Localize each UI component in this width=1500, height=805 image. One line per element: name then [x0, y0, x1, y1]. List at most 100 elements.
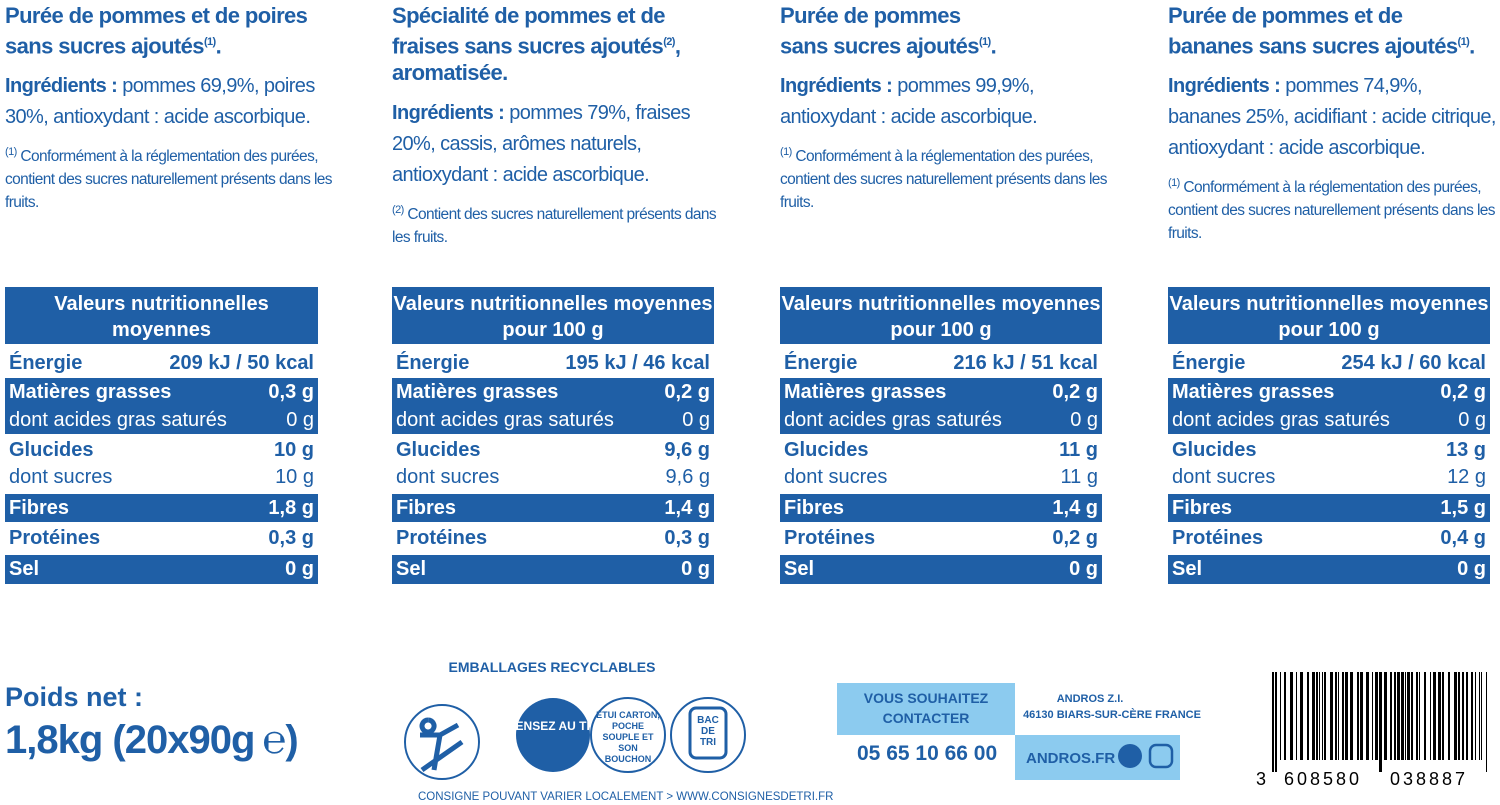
title-line: sans sucres ajoutés	[5, 33, 205, 59]
footnote-text: Conformément à la réglementation des pur…	[1168, 179, 1496, 243]
nutrition-row: Protéines 0,2 g	[780, 524, 1102, 552]
nutrient-value: 9,6 g	[665, 466, 710, 488]
nutrient-label: Matières grasses	[396, 380, 559, 403]
footnote-marker: (1)	[780, 146, 792, 159]
nutrient-value: 0 g	[1070, 408, 1098, 431]
nutrition-row: Glucides 9,6 g	[392, 436, 714, 464]
barcode-bar	[1345, 672, 1348, 760]
footnote-marker: (2)	[392, 204, 404, 217]
barcode-bar	[1330, 672, 1333, 760]
barcode-bar	[1401, 672, 1404, 760]
barcode-bar	[1424, 672, 1426, 760]
barcode-bar	[1360, 672, 1363, 760]
items-icon	[590, 697, 666, 773]
title-end: .	[1469, 33, 1475, 59]
nutrient-value: 209 kJ / 50 kcal	[169, 352, 314, 374]
title-line: Spécialité de pommes et de	[392, 3, 666, 28]
nutrition-row: Protéines 0,3 g	[392, 524, 714, 552]
nutrition-row: dont acides gras saturés 0 g	[780, 406, 1102, 434]
nutrient-value: 0 g	[682, 408, 710, 431]
ingredients: Ingrédients : pommes 79%, fraises 20%, c…	[392, 98, 722, 191]
barcode-bar	[1471, 672, 1473, 760]
barcode-bar	[1448, 672, 1450, 760]
title-end: .	[990, 33, 997, 59]
nutrient-label: Protéines	[1172, 526, 1264, 549]
nutrient-label: dont sucres	[396, 466, 500, 488]
nutrient-label: dont sucres	[9, 466, 113, 488]
items-box: ÉTUI CARTON, POCHE SOUPLE ET SON BOUCHON	[596, 710, 660, 764]
header-subtitle: pour 100 g	[110, 345, 213, 367]
net-weight-label: Poids net :	[5, 682, 144, 712]
barcode-bar	[1397, 672, 1400, 760]
footnote-ref: (1)	[203, 36, 216, 48]
product-column: Purée de pommes sans sucres ajoutés(1). In…	[780, 2, 1110, 214]
nutrient-label: Glucides	[9, 438, 94, 461]
barcode-bar	[1366, 672, 1369, 760]
footnote-text: Conformément à la réglementation des pur…	[5, 148, 333, 212]
nutrition-table: Valeurs nutritionnelles moyennes pour 100…	[780, 287, 1102, 585]
website-box	[1015, 735, 1180, 780]
nutrient-label: Fibres	[9, 496, 70, 519]
nutrition-row: Glucides 11 g	[780, 436, 1102, 464]
title-line: Purée de pommes et de poires	[5, 3, 308, 28]
nutrient-value: 0,2 g	[1440, 380, 1486, 403]
barcode-bar	[1405, 672, 1406, 760]
nutrient-label: Sel	[1172, 558, 1203, 580]
barcode-bar	[1335, 672, 1337, 760]
nutrition-row: dont sucres 11 g	[780, 464, 1102, 491]
instagram-icon	[1148, 743, 1174, 769]
header-title: Valeurs nutritionnelles moyennes	[1169, 293, 1489, 315]
barcode-bar	[1481, 672, 1482, 760]
barcode-bar	[1458, 672, 1460, 760]
nutrition-row: Glucides 13 g	[1168, 436, 1490, 464]
product-title: Spécialité de pommes et de fraises sans s…	[392, 2, 722, 86]
bin-text: BAC DE TRI	[697, 715, 719, 748]
header-title: Valeurs nutritionnelles moyennes	[393, 293, 713, 315]
nutrient-value: 13 g	[1445, 438, 1486, 461]
nutrient-value: 0,3 g	[268, 380, 314, 403]
contact-question: VOUS SOUHAITEZ CONTACTER ANDROS ?	[863, 690, 989, 732]
footnote: (1) Conformément à la réglementation des…	[780, 141, 1110, 214]
barcode-digit: 3	[1256, 769, 1266, 789]
nutrient-label: Sel	[9, 558, 40, 580]
nutrient-label: Matières grasses	[784, 380, 947, 403]
nutrition-table: Valeurs nutritionnelles moyennes pour 100…	[1168, 287, 1490, 585]
nutrient-label: Fibres	[1172, 496, 1233, 519]
nutrient-label: Fibres	[784, 496, 845, 519]
nutrient-value: 0,2 g	[1052, 380, 1098, 403]
triman-icon	[404, 704, 480, 780]
facebook-icon	[1118, 744, 1142, 768]
nutrient-value: 216 kJ / 51 kcal	[953, 352, 1098, 374]
bin-icon	[670, 697, 746, 773]
bin-shape	[688, 706, 728, 760]
nutrition-row: Énergie 216 kJ / 51 kcal	[780, 350, 1102, 377]
nutrient-label: dont acides gras saturés	[1172, 408, 1390, 431]
nutrition-row: dont acides gras saturés 0 g	[1168, 406, 1490, 434]
nutrient-value: 0,2 g	[664, 380, 710, 403]
footnote: (2) Contient des sucres naturellement pr…	[392, 199, 722, 249]
ingredients-text: pommes 69,9%, poires 30%, antioxydant : …	[5, 75, 315, 129]
title-end: , aromatisée.	[392, 33, 681, 86]
nutrient-label: Protéines	[784, 526, 876, 549]
nutrition-table: Valeurs nutritionnelles moyennes pour 100…	[5, 287, 318, 585]
ingredients-text: pommes 79%, fraises 20%, cassis, arômes …	[392, 102, 691, 187]
barcode-bar	[1390, 672, 1392, 760]
barcode-bar	[1430, 672, 1431, 760]
barcode-bar	[1300, 672, 1303, 760]
address-line: ANDROS Z.I.	[1057, 693, 1124, 705]
barcode-bar	[1342, 672, 1344, 760]
nutrient-value: 0,2 g	[1052, 526, 1098, 549]
nutrient-label: Glucides	[784, 438, 869, 461]
nutrient-label: Énergie	[784, 352, 858, 374]
product-title: Purée de pommes et de bananes sans sucres…	[1168, 2, 1498, 59]
bin-box: BAC DE TRI	[697, 715, 719, 748]
nutrition-row: Matières grasses 0,3 g	[5, 378, 318, 406]
header-subtitle: pour 100 g	[502, 319, 604, 341]
product-title: Purée de pommes et de poires sans sucres …	[5, 2, 335, 59]
paren: )	[285, 718, 298, 762]
nutrient-label: dont acides gras saturés	[9, 408, 227, 431]
nutrient-label: dont acides gras saturés	[784, 408, 1002, 431]
net-weight-value: 1,8kg (20x90g	[5, 718, 255, 762]
barcode-bar	[1357, 672, 1359, 760]
